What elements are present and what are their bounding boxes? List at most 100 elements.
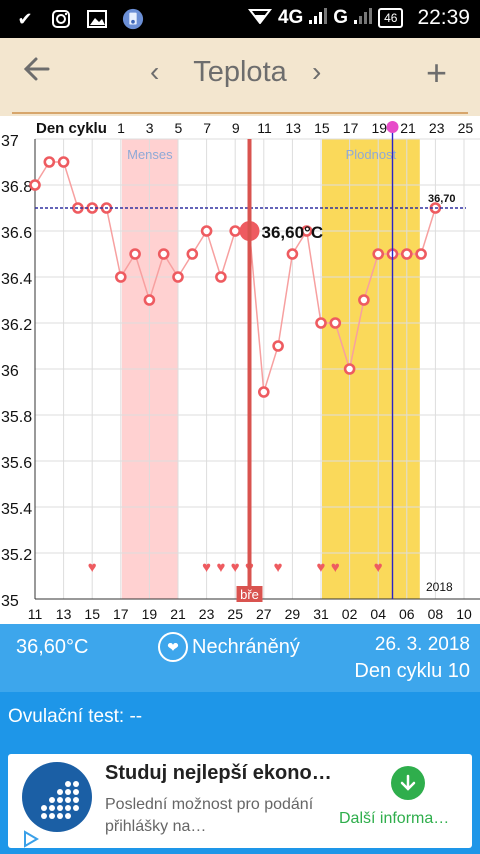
y-tick-label: 36.2 [1, 317, 32, 334]
y-tick-label: 35.2 [1, 547, 32, 564]
y-tick-label: 35.8 [1, 409, 32, 426]
x-date-tick: 06 [399, 606, 415, 622]
x-date-tick: 13 [56, 606, 72, 622]
instagram-icon [50, 8, 72, 30]
temperature-point [329, 317, 342, 329]
x-date-tick: 11 [28, 606, 43, 622]
battery-level: 46 [378, 8, 404, 28]
x-date-tick: 25 [227, 606, 243, 622]
status-bar: ✔ 4G G 46 22:39 [0, 0, 480, 38]
network-type: 4G [277, 7, 304, 28]
previous-chevron-icon[interactable]: ‹ [150, 56, 160, 87]
ovulation-test-bar[interactable]: Ovulační test: -- [0, 692, 480, 744]
x-date-tick: 08 [428, 606, 444, 622]
clock: 22:39 [417, 6, 470, 29]
ovulation-test-label: Ovulační test: -- [8, 706, 143, 727]
y-tick-label: 36.6 [1, 225, 32, 242]
coverline-label: 36,70 [428, 193, 456, 205]
temperature-point [343, 363, 356, 375]
protection-status: Nechráněný [192, 636, 300, 658]
cycle-day-tick: 25 [458, 120, 474, 136]
x-date-tick: 02 [342, 606, 358, 622]
ad-area: Studuj nejlepší ekono… Poslední možnost … [0, 744, 480, 854]
ad-title[interactable]: Studuj nejlepší ekono… [105, 762, 332, 784]
temperature-point [172, 271, 184, 283]
x-date-tick: 21 [170, 606, 186, 622]
y-tick-label: 36.4 [1, 271, 32, 288]
fertile-label: Plodnost [346, 147, 397, 162]
temperature-point [229, 225, 241, 237]
y-tick-label: 35.4 [1, 501, 32, 518]
ad-card[interactable]: Studuj nejlepší ekono… Poslední možnost … [8, 754, 472, 848]
app-bar-divider [12, 112, 468, 114]
year-label: 2018 [426, 580, 453, 594]
temperature-point [43, 156, 56, 168]
y-tick-label: 36.8 [1, 179, 32, 196]
y-tick-label: 36 [1, 363, 19, 380]
temperature-point [300, 225, 313, 237]
intercourse-heart-icon: ♥ [317, 559, 326, 576]
download-icon[interactable] [391, 766, 425, 800]
cycle-day-tick: 3 [146, 120, 154, 136]
selected-day-line [247, 139, 252, 599]
intercourse-heart-icon: ♥ [88, 559, 97, 576]
x-date-tick: 04 [370, 606, 386, 622]
add-icon[interactable]: + [426, 52, 448, 93]
x-date-tick: 17 [113, 606, 129, 622]
temperature-chart[interactable]: 37 36.8 36.6 36.4 36.2 36 35.8 35.6 35.4 35.2 35 De… [0, 116, 480, 624]
cycle-day-tick: 11 [257, 120, 272, 136]
temperature-point [143, 294, 156, 306]
intercourse-heart-icon: ♥ [274, 559, 283, 576]
temperature-point [286, 248, 299, 260]
x-date-tick: 10 [456, 606, 472, 622]
temperature-point [157, 248, 170, 260]
today-marker [386, 121, 399, 133]
wifi-icon [247, 6, 272, 30]
temperature-point [29, 179, 41, 191]
ad-cta-link[interactable]: Další informa… [339, 810, 450, 827]
signal-icon [309, 7, 328, 30]
y-tick-label: 37 [1, 133, 19, 150]
adchoices-icon[interactable] [22, 830, 42, 848]
cycle-day-tick: 23 [429, 120, 445, 136]
chart-canvas[interactable]: 3736.836.636.436.23635.835.635.435.235De… [0, 116, 480, 624]
app-bar: Teplota ‹ › + [0, 38, 480, 116]
x-date-tick: 15 [84, 606, 100, 622]
gallery-icon [86, 8, 108, 30]
cycle-day-value: Den cyklu 10 [354, 660, 470, 682]
cycle-day-tick: 9 [232, 120, 240, 136]
temperature-point [186, 248, 199, 260]
intercourse-heart-icon: ♥ [374, 559, 383, 576]
back-arrow-icon[interactable] [22, 54, 56, 94]
ad-description: Poslední možnost pro podání přihlášky na… [105, 796, 314, 835]
selected-temperature-label: 36,60°C [262, 223, 324, 242]
cycle-day-tick: 19 [372, 120, 388, 136]
x-date-tick: 19 [142, 606, 158, 622]
info-bar[interactable]: 36,60°C ❤ Nechráněný 26. 3. 2018 Den cyk… [0, 624, 480, 692]
temperature-point [115, 271, 127, 283]
cycle-day-tick: 7 [203, 120, 211, 136]
heart-icon[interactable]: ❤ [158, 632, 188, 662]
temperature-point [372, 248, 385, 260]
intercourse-heart-icon: ♥ [331, 559, 340, 576]
cycle-day-tick: 15 [314, 120, 330, 136]
check-icon: ✔ [17, 8, 33, 29]
cycle-day-tick: 21 [400, 120, 416, 136]
temperature-point [57, 156, 70, 168]
next-chevron-icon[interactable]: › [312, 56, 322, 87]
temperature-point [400, 248, 413, 260]
selected-day-tag: bře [240, 587, 259, 602]
x-date-tick: 23 [199, 606, 215, 622]
app-icon [122, 8, 144, 30]
cycle-day-tick: 1 [117, 120, 125, 136]
temperature-point [200, 225, 213, 237]
temperature-value: 36,60°C [16, 636, 89, 658]
cycle-day-tick: 17 [343, 120, 359, 136]
date-value: 26. 3. 2018 [374, 634, 470, 655]
temperature-point [215, 271, 227, 283]
x-date-tick: 27 [256, 606, 272, 622]
network-type-2: G [333, 7, 349, 28]
y-tick-label: 35.6 [1, 455, 32, 472]
signal-icon-2 [354, 7, 373, 30]
cycle-day-tick: 13 [285, 120, 301, 136]
